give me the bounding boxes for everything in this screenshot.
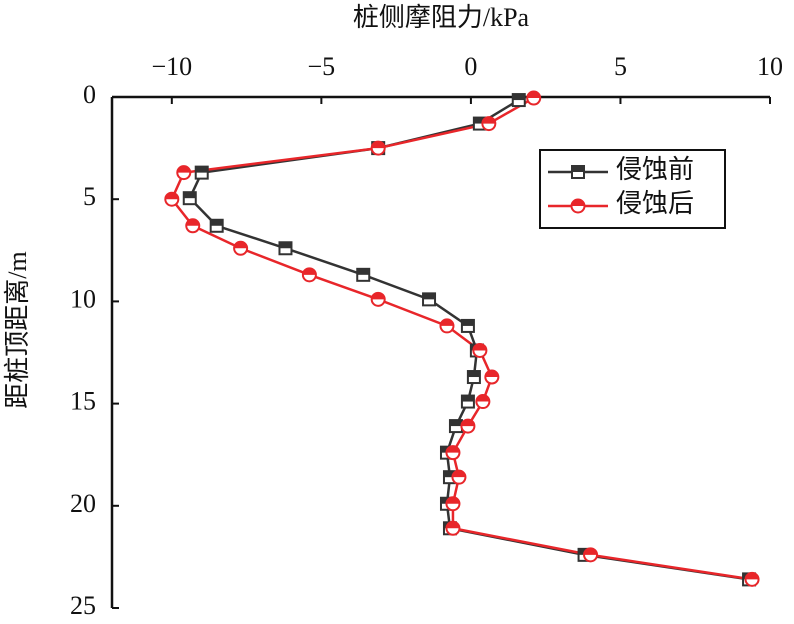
marker-fill (186, 219, 200, 226)
marker-fill (371, 292, 385, 300)
y-tick-label: 10 (70, 284, 96, 313)
marker-fill (485, 370, 499, 378)
marker-fill (512, 94, 525, 101)
x-tick-label: −10 (151, 52, 192, 81)
legend-label: 侵蚀后 (616, 189, 694, 218)
marker-fill (461, 395, 474, 402)
y-tick-label: 25 (70, 591, 96, 620)
legend-label: 侵蚀前 (616, 155, 694, 184)
legend-marker-fill (572, 166, 584, 172)
marker-fill (279, 242, 292, 249)
marker-fill (584, 548, 598, 555)
marker-fill (482, 117, 496, 124)
x-tick-label: 10 (757, 52, 783, 81)
marker-fill (446, 521, 460, 529)
marker-fill (357, 268, 370, 275)
series-markers (164, 90, 760, 587)
marker-fill (476, 395, 490, 402)
marker-fill (234, 241, 248, 249)
marker-fill (461, 419, 475, 427)
marker-fill (473, 343, 487, 351)
marker-fill (440, 319, 454, 326)
marker-fill (467, 371, 480, 378)
marker-fill (452, 470, 466, 478)
y-tick-label: 20 (70, 489, 96, 518)
marker-fill (461, 319, 474, 326)
marker-fill (165, 192, 179, 200)
marker-fill (195, 166, 208, 173)
marker-fill (443, 471, 456, 478)
x-tick-label: 5 (614, 52, 627, 81)
marker-fill (210, 219, 223, 226)
x-axis-title: 桩侧摩阻力/kPa (353, 3, 530, 32)
legend-box (539, 149, 726, 229)
y-axis-title: 距桩顶距离/m (3, 251, 32, 408)
y-tick-label: 5 (83, 182, 96, 211)
marker-fill (371, 141, 385, 149)
marker-fill (449, 420, 462, 427)
legend-marker-fill (571, 199, 585, 206)
marker-fill (446, 497, 460, 504)
marker-fill (183, 192, 196, 199)
y-tick-label: 15 (70, 387, 96, 416)
x-tick-label: −5 (308, 52, 336, 81)
marker-fill (527, 91, 541, 99)
marker-fill (423, 293, 436, 300)
marker-fill (745, 572, 759, 580)
marker-fill (446, 446, 460, 453)
marker-fill (177, 166, 191, 173)
marker-fill (302, 268, 316, 275)
marker-fill (473, 117, 486, 124)
y-tick-label: 0 (83, 80, 96, 109)
x-tick-label: 0 (464, 52, 477, 81)
